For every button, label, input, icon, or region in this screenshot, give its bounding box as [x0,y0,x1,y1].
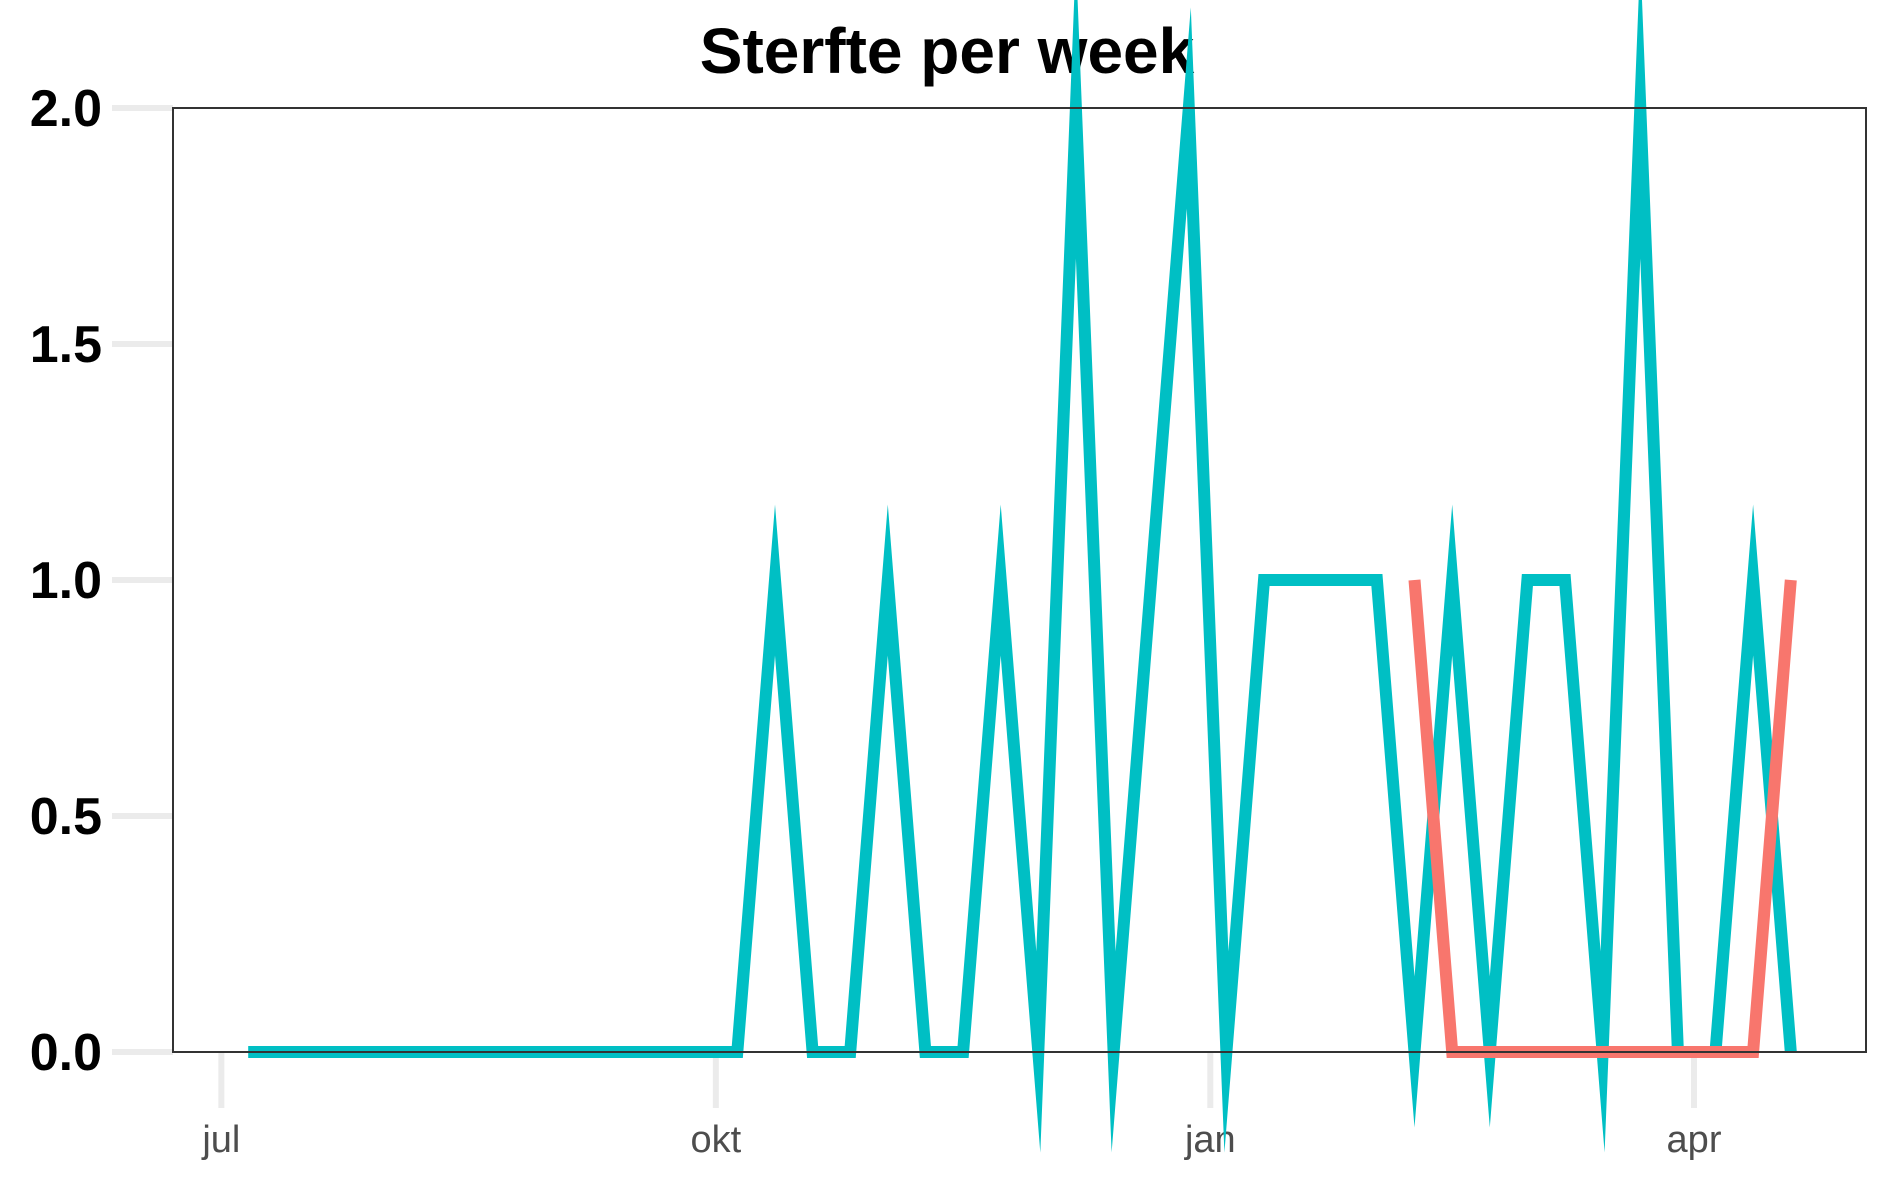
x-tick-label: jan [1184,1119,1236,1161]
y-tick-label: 0.5 [30,788,102,846]
x-tick-label: apr [1667,1119,1722,1161]
plot-border [172,107,1867,1053]
plot-panel [173,108,1866,1052]
y-axis: 0.0 0.5 1.0 1.5 2.0 [30,80,173,1082]
x-axis: jul okt jan apr [201,1052,1722,1161]
y-tick-label: 1.0 [30,552,102,610]
y-tick-label: 1.5 [30,316,102,374]
x-tick-label: jul [201,1119,240,1161]
x-tick-label: okt [690,1119,741,1161]
y-tick-label: 0.0 [30,1024,102,1082]
y-tick-label: 2.0 [30,80,102,138]
chart-title: Sterfte per week [700,15,1195,87]
